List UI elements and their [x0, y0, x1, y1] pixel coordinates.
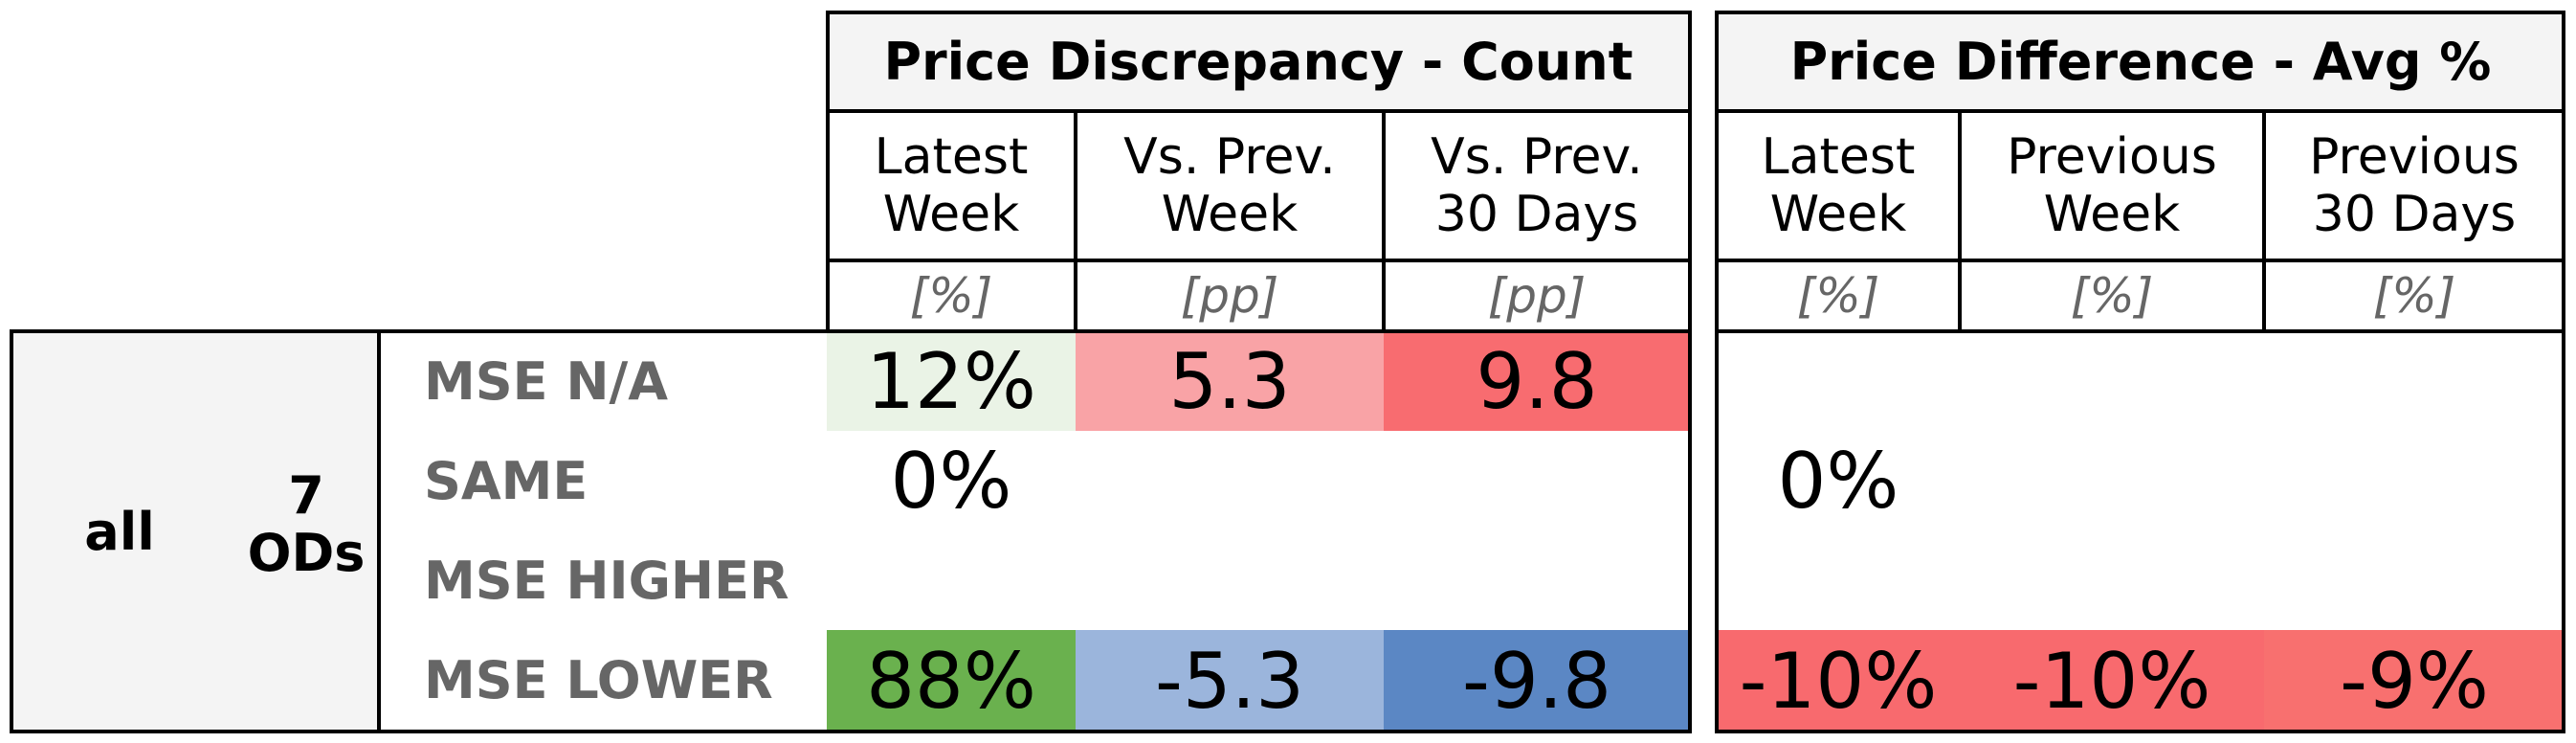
avg-lower-prev-30: -9% — [2264, 630, 2565, 732]
avg-col-2-unit: [%] — [2070, 268, 2154, 324]
count-higher-prev-30 — [1384, 530, 1690, 630]
section-title-avg: Price Difference - Avg % — [1717, 11, 2565, 111]
section-title-count: Price Discrepancy - Count — [827, 11, 1690, 111]
avg-col-3-unit: [%] — [2372, 268, 2456, 324]
avg-col-3-line2: 30 Days — [2312, 186, 2517, 243]
count-col-3-line1: Vs. Prev. — [1431, 128, 1643, 186]
body-border-bottom-left — [10, 730, 1692, 733]
count-col-divider-2 — [1382, 109, 1386, 331]
avg-higher-prev-30 — [2264, 530, 2565, 630]
body-border-top-right — [1715, 329, 2565, 333]
group-label-cell — [11, 331, 379, 732]
body-border-left — [10, 329, 13, 733]
group-count-number: 7 — [288, 465, 324, 526]
count-col-3-unit: [pp] — [1487, 268, 1587, 324]
avg-higher-prev-week — [1960, 530, 2264, 630]
avg-col-divider-1 — [1958, 109, 1962, 331]
avg-lower-prev-week: -10% — [1960, 630, 2264, 732]
avg-col-1-line1: Latest — [1761, 128, 1916, 186]
group-count: 7 ODs — [239, 467, 373, 592]
avg-mse-na-prev-30 — [2264, 331, 2565, 431]
count-header-border-right — [1688, 11, 1692, 733]
avg-col-3-line1: Previous — [2309, 128, 2520, 186]
avg-col-2-line2: Week — [2043, 186, 2181, 243]
row-label-mse-lower: MSE LOWER — [424, 649, 773, 710]
avg-col-1-line2: Week — [1769, 186, 1907, 243]
count-lower-latest: 88% — [827, 630, 1076, 732]
count-col-prev-30-header: Vs. Prev. 30 Days — [1384, 111, 1690, 260]
count-mse-na-latest: 12% — [827, 331, 1076, 431]
row-label-mse-higher: MSE HIGHER — [424, 550, 789, 611]
avg-colhead-divider — [1715, 259, 2565, 262]
avg-higher-latest — [1717, 530, 1960, 630]
count-col-1-line2: Week — [882, 186, 1020, 243]
count-higher-prev-week — [1076, 530, 1384, 630]
row-label-same: SAME — [424, 450, 588, 511]
avg-title-divider — [1715, 109, 2565, 113]
count-higher-latest — [827, 530, 1076, 630]
count-col-prev-week-header: Vs. Prev. Week — [1076, 111, 1384, 260]
count-col-3-line2: 30 Days — [1434, 186, 1639, 243]
avg-header-border-right — [2562, 11, 2565, 733]
count-mse-na-prev-week: 5.3 — [1076, 331, 1384, 431]
count-col-2-unit: [pp] — [1180, 268, 1279, 324]
avg-col-prev-30-header: Previous 30 Days — [2264, 111, 2565, 260]
avg-col-divider-2 — [2262, 109, 2266, 331]
count-header-border-left — [826, 11, 830, 332]
count-col-1-unit: [%] — [909, 268, 993, 324]
count-mse-na-prev-30: 9.8 — [1384, 331, 1690, 431]
avg-same-prev-week — [1960, 431, 2264, 530]
avg-same-latest: 0% — [1777, 436, 1899, 526]
avg-col-1-unit: [%] — [1796, 268, 1880, 324]
count-col-1-line1: Latest — [874, 128, 1029, 186]
body-border-bottom-right — [1715, 730, 2565, 733]
group-count-unit: ODs — [247, 523, 366, 583]
group-divider — [377, 329, 381, 733]
row-label-mse-na: MSE N/A — [424, 350, 669, 412]
avg-mse-na-prev-week — [1960, 331, 2264, 431]
count-same-latest: 0% — [890, 436, 1012, 526]
count-same-prev-week — [1076, 431, 1384, 530]
avg-mse-na-latest — [1717, 331, 1960, 431]
count-colhead-divider — [826, 259, 1691, 262]
count-col-divider-1 — [1074, 109, 1077, 331]
avg-same-prev-30 — [2264, 431, 2565, 530]
count-same-prev-30 — [1384, 431, 1690, 530]
group-label: all — [84, 501, 155, 562]
count-lower-prev-30: -9.8 — [1384, 630, 1690, 732]
avg-col-prev-week-header: Previous Week — [1960, 111, 2264, 260]
count-header-border-top — [826, 11, 1691, 14]
avg-header-border-top — [1715, 11, 2565, 14]
body-border-top-left — [10, 329, 1692, 333]
avg-lower-latest: -10% — [1717, 630, 1960, 732]
avg-col-latest-week-header: Latest Week — [1717, 111, 1960, 260]
count-title-divider — [826, 109, 1691, 113]
avg-col-2-line1: Previous — [2007, 128, 2217, 186]
count-col-2-line2: Week — [1161, 186, 1299, 243]
count-col-latest-week-header: Latest Week — [827, 111, 1076, 260]
avg-header-border-left — [1715, 11, 1719, 733]
count-col-2-line1: Vs. Prev. — [1123, 128, 1336, 186]
count-lower-prev-week: -5.3 — [1076, 630, 1384, 732]
